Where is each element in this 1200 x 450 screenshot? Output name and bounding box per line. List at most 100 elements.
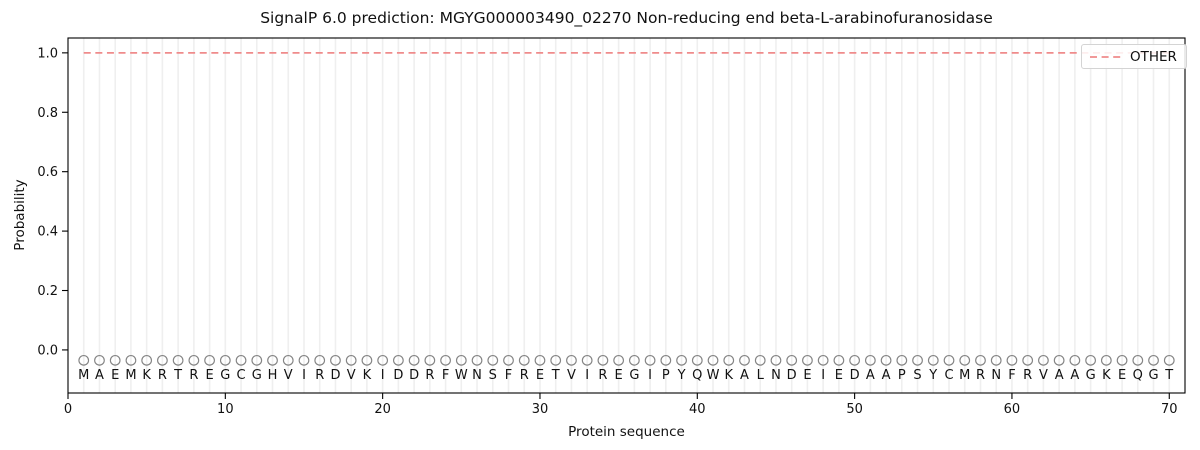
residue-letter: V xyxy=(347,368,356,383)
residue-marker xyxy=(817,354,829,366)
residue-letter: Y xyxy=(677,368,686,383)
residue-markers xyxy=(78,354,1175,366)
y-tick-label: 0.4 xyxy=(37,225,58,240)
residue-letter: D xyxy=(393,368,403,383)
x-axis-label: Protein sequence xyxy=(568,424,685,440)
residue-letter: R xyxy=(976,368,985,383)
residue-letter: I xyxy=(302,368,306,383)
residue-marker xyxy=(204,354,215,366)
residue-marker xyxy=(251,354,263,366)
residue-marker xyxy=(1006,354,1018,366)
residue-letter: E xyxy=(615,368,623,383)
residue-marker xyxy=(125,354,137,366)
residue-marker xyxy=(1085,354,1096,366)
residue-marker xyxy=(219,354,231,366)
residue-letter: N xyxy=(472,368,482,383)
residue-marker xyxy=(330,354,341,366)
residue-letter: H xyxy=(268,368,278,383)
residue-letter: R xyxy=(425,368,434,383)
x-tick-label: 0 xyxy=(64,402,72,417)
residue-marker xyxy=(927,354,939,366)
residue-marker xyxy=(628,354,640,366)
residue-marker xyxy=(408,354,420,366)
residue-marker xyxy=(141,354,153,366)
residue-marker xyxy=(188,354,200,366)
residue-letter: E xyxy=(835,368,843,383)
residue-marker xyxy=(943,354,955,366)
residue-marker xyxy=(1100,354,1112,366)
residue-marker xyxy=(644,354,656,366)
y-tick-label: 1.0 xyxy=(37,46,58,61)
residue-letter: D xyxy=(330,368,340,383)
residue-letter: V xyxy=(1039,368,1048,383)
residue-marker xyxy=(440,354,451,366)
residue-letter: T xyxy=(173,368,182,383)
residue-marker xyxy=(518,354,530,366)
residue-marker xyxy=(1022,354,1034,366)
x-tick-label: 20 xyxy=(374,402,391,417)
residue-letter: Y xyxy=(928,368,937,383)
residue-marker xyxy=(282,354,294,366)
residue-letter: P xyxy=(662,368,670,383)
residue-marker xyxy=(880,354,892,366)
residue-letter: T xyxy=(551,368,560,383)
residue-letter: K xyxy=(363,368,372,383)
residue-letter: A xyxy=(1055,368,1064,383)
residue-marker xyxy=(78,354,90,366)
residue-letter: E xyxy=(536,368,544,383)
residue-marker xyxy=(455,354,467,366)
residue-marker xyxy=(534,354,546,366)
residue-letter: R xyxy=(158,368,167,383)
residue-marker xyxy=(109,354,121,366)
residue-marker xyxy=(770,354,782,366)
residue-letter: P xyxy=(898,368,906,383)
residue-marker xyxy=(1038,354,1049,366)
residue-marker xyxy=(1053,354,1065,366)
residue-marker xyxy=(393,354,404,366)
residue-letter: A xyxy=(882,368,891,383)
residue-letter: I xyxy=(381,368,385,383)
residue-letter: G xyxy=(220,368,230,383)
residue-letter: I xyxy=(585,368,589,383)
residue-marker xyxy=(503,354,514,366)
residue-letter: F xyxy=(1008,368,1015,383)
chart-title: SignalP 6.0 prediction: MGYG000003490_02… xyxy=(260,9,993,27)
residue-marker xyxy=(314,354,326,366)
residue-marker xyxy=(707,354,719,366)
y-axis-label: Probability xyxy=(12,179,28,251)
residue-letter: G xyxy=(1148,368,1158,383)
residue-marker xyxy=(691,354,703,366)
residue-letter: N xyxy=(771,368,781,383)
residue-letter: E xyxy=(111,368,119,383)
residue-marker xyxy=(345,354,357,366)
residue-letter: Q xyxy=(692,368,702,383)
residue-letter: C xyxy=(944,368,953,383)
residue-marker xyxy=(424,354,436,366)
residue-letter: F xyxy=(505,368,512,383)
residue-letter: I xyxy=(648,368,652,383)
residue-letter: G xyxy=(252,368,262,383)
residue-letter: D xyxy=(787,368,797,383)
residue-letter: I xyxy=(821,368,825,383)
residue-marker xyxy=(864,354,876,366)
residue-marker xyxy=(975,354,986,366)
residue-letter: K xyxy=(724,368,733,383)
residue-marker xyxy=(1148,354,1159,366)
residue-marker xyxy=(754,354,766,366)
residue-marker xyxy=(1132,354,1144,366)
residue-letter: G xyxy=(629,368,639,383)
residue-letter: K xyxy=(1102,368,1111,383)
residue-letter: A xyxy=(1070,368,1079,383)
x-tick-label: 60 xyxy=(1004,402,1021,417)
residue-marker xyxy=(566,354,577,366)
residue-letter: A xyxy=(740,368,749,383)
residue-marker xyxy=(613,354,625,366)
residue-letter: M xyxy=(959,368,970,383)
residue-letter: R xyxy=(598,368,607,383)
legend-label-other: OTHER xyxy=(1130,48,1177,65)
residue-letter: Q xyxy=(1133,368,1143,383)
residue-marker xyxy=(896,354,908,366)
residue-marker xyxy=(298,354,310,366)
legend: OTHER xyxy=(1081,44,1187,69)
